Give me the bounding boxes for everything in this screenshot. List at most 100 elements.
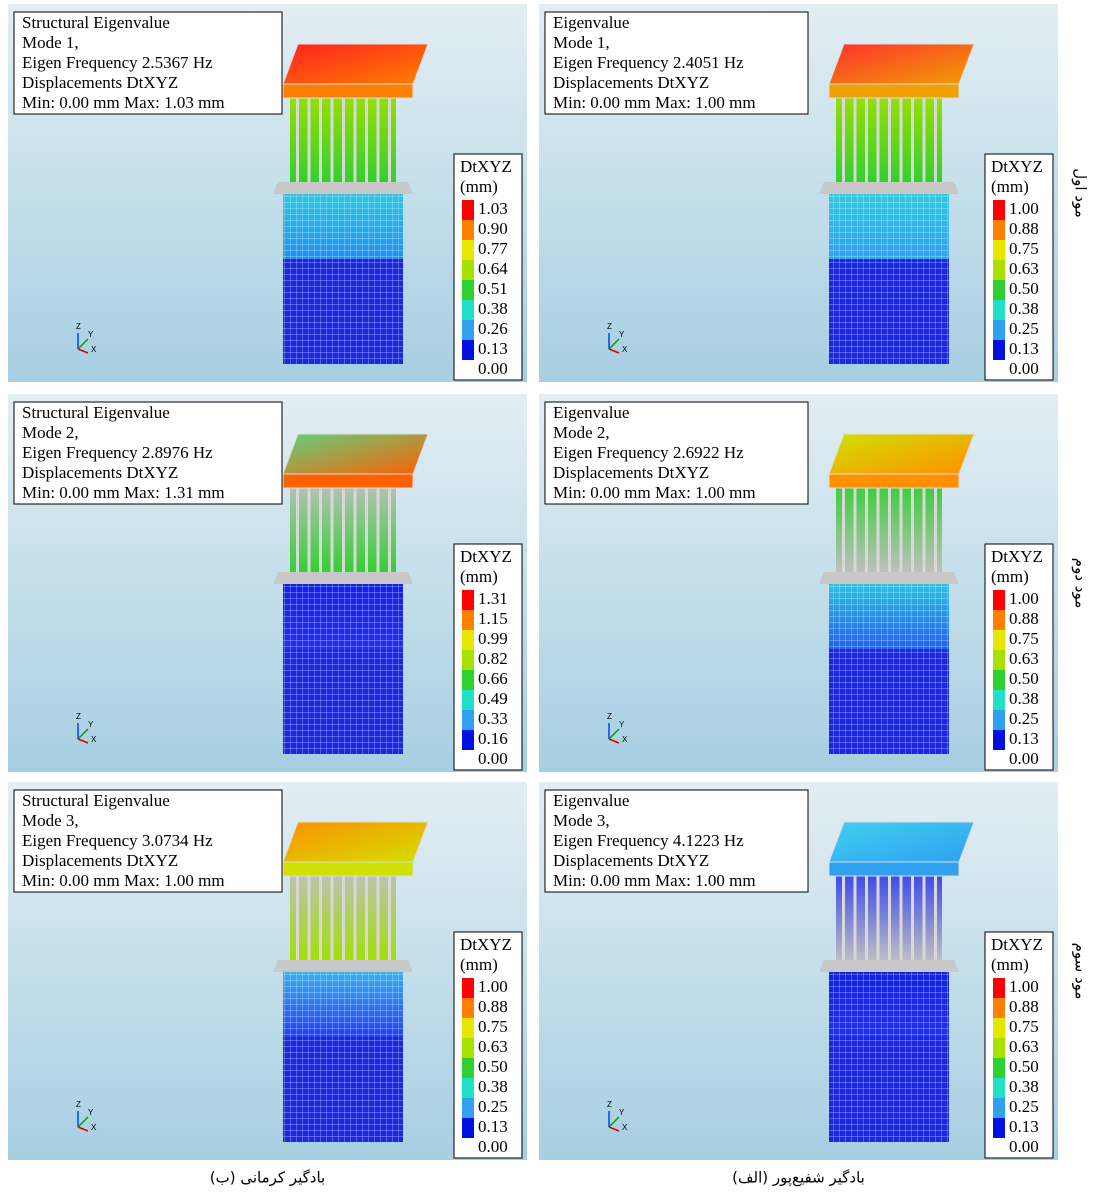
legend-value: 0.38 (1009, 299, 1039, 318)
legend-swatch (993, 200, 1005, 220)
legend-swatch (462, 590, 474, 610)
legend-swatch (462, 1038, 474, 1058)
legend-value: 0.00 (1009, 1137, 1039, 1156)
legend-swatch (993, 650, 1005, 670)
column-gap (934, 872, 937, 960)
info-line: Eigenvalue (553, 13, 629, 32)
column-gap (308, 94, 311, 182)
column-gap (296, 94, 299, 182)
info-line: Min: 0.00 mm Max: 1.03 mm (22, 93, 225, 112)
info-line: Displacements DtXYZ (22, 851, 178, 870)
result-panel: Structural EigenvalueMode 2,Eigen Freque… (8, 394, 527, 772)
legend-value: 0.50 (478, 1057, 508, 1076)
legend-value: 0.88 (1009, 219, 1039, 238)
info-line: Displacements DtXYZ (553, 73, 709, 92)
info-line: Displacements DtXYZ (22, 73, 178, 92)
tower-lower-mesh (829, 184, 949, 259)
legend-swatch (462, 300, 474, 320)
legend-value: 0.38 (1009, 689, 1039, 708)
column-gap (331, 872, 334, 960)
column-gap (842, 872, 845, 960)
column-gap (842, 94, 845, 182)
column-gap (342, 872, 345, 960)
legend-value: 0.00 (1009, 749, 1039, 768)
legend-value: 0.64 (478, 259, 508, 278)
column-gap (865, 872, 868, 960)
axis-label: X (622, 345, 628, 354)
legend-swatch (993, 710, 1005, 730)
tower-base-mesh (283, 254, 403, 364)
axis-label: Z (607, 712, 612, 721)
tower-cap-front (283, 474, 413, 488)
tower-cap (829, 44, 974, 84)
legend-value: 0.75 (1009, 1017, 1039, 1036)
legend-value: 0.90 (478, 219, 508, 238)
column-gap (854, 94, 857, 182)
axis-label: X (91, 1123, 97, 1132)
column-gap (365, 872, 368, 960)
info-line: Displacements DtXYZ (553, 851, 709, 870)
column-gap (900, 872, 903, 960)
result-panel: Structural EigenvalueMode 3,Eigen Freque… (8, 782, 527, 1160)
legend-value: 0.63 (478, 1037, 508, 1056)
column-gap (877, 484, 880, 572)
legend-swatch (462, 1078, 474, 1098)
legend-title: (mm) (991, 177, 1029, 196)
info-line: Eigen Frequency 2.6922 Hz (553, 443, 744, 462)
legend-title: DtXYZ (991, 157, 1043, 176)
legend-value: 0.00 (478, 1137, 508, 1156)
axis-label: Y (619, 720, 625, 729)
info-line: Eigen Frequency 4.1223 Hz (553, 831, 744, 850)
axis-label: Z (607, 322, 612, 331)
axis-label: Z (76, 712, 81, 721)
column-gap (365, 484, 368, 572)
legend-swatch (993, 978, 1005, 998)
legend-swatch (462, 1118, 474, 1138)
legend-swatch (462, 200, 474, 220)
legend-swatch (993, 730, 1005, 750)
legend-title: DtXYZ (460, 935, 512, 954)
info-line: Displacements DtXYZ (553, 463, 709, 482)
legend-swatch (462, 1018, 474, 1038)
tower-base-mesh (283, 1032, 403, 1142)
legend-swatch (462, 690, 474, 710)
row-label: مود سوم (1072, 943, 1090, 1000)
legend-value: 1.31 (478, 589, 508, 608)
row-label: مود اول (1072, 168, 1090, 218)
legend-value: 0.38 (478, 1077, 508, 1096)
info-line: Min: 0.00 mm Max: 1.00 mm (22, 871, 225, 890)
legend-swatch (993, 630, 1005, 650)
legend-swatch (993, 300, 1005, 320)
legend-value: 1.00 (1009, 589, 1039, 608)
legend-value: 0.50 (1009, 1057, 1039, 1076)
axis-label: Z (607, 1100, 612, 1109)
tower-cornice (819, 960, 959, 972)
tower-base-mesh (829, 254, 949, 364)
legend-value: 0.25 (478, 1097, 508, 1116)
column-gap (934, 484, 937, 572)
legend-swatch (993, 1058, 1005, 1078)
legend-value: 0.26 (478, 319, 508, 338)
tower-lower-mesh (829, 574, 949, 649)
info-line: Mode 3, (22, 811, 79, 830)
legend-swatch (993, 998, 1005, 1018)
legend-value: 0.50 (1009, 279, 1039, 298)
tower-base-mesh (829, 1032, 949, 1142)
legend-swatch (462, 998, 474, 1018)
legend-swatch (993, 1118, 1005, 1138)
legend-title: DtXYZ (460, 157, 512, 176)
tower-cap-front (829, 862, 959, 876)
legend-swatch (462, 630, 474, 650)
legend-swatch (462, 220, 474, 240)
tower-cornice (273, 182, 413, 194)
legend-value: 0.63 (1009, 259, 1039, 278)
legend-value: 1.00 (478, 977, 508, 996)
legend-value: 0.63 (1009, 649, 1039, 668)
legend-swatch (462, 650, 474, 670)
column-gap (308, 872, 311, 960)
legend-swatch (993, 1018, 1005, 1038)
info-line: Eigenvalue (553, 403, 629, 422)
legend-value: 0.00 (478, 359, 508, 378)
column-gap (319, 872, 322, 960)
legend-value: 0.99 (478, 629, 508, 648)
